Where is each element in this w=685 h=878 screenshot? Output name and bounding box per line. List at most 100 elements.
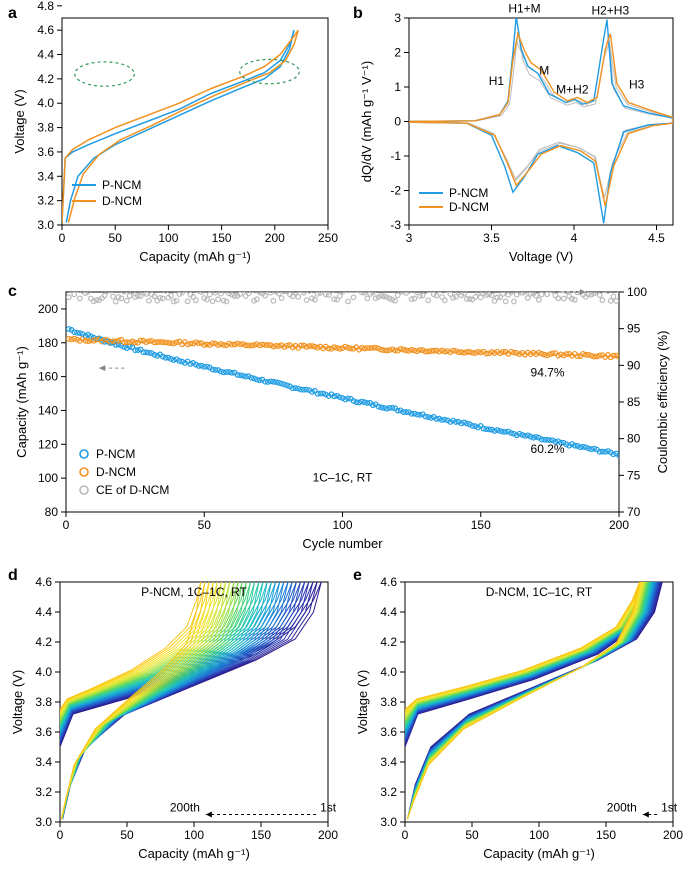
svg-text:200: 200	[318, 828, 338, 842]
svg-text:D-NCM: D-NCM	[96, 465, 136, 479]
svg-text:180: 180	[38, 336, 58, 350]
svg-text:3.2: 3.2	[380, 785, 397, 799]
svg-text:-1: -1	[390, 149, 401, 163]
svg-text:100: 100	[627, 285, 647, 299]
svg-text:3.4: 3.4	[35, 755, 52, 769]
svg-text:c: c	[8, 283, 17, 300]
svg-text:200th: 200th	[607, 801, 637, 815]
svg-text:100: 100	[184, 828, 204, 842]
svg-text:4.4: 4.4	[35, 605, 52, 619]
panel-b: b33.544.5-3-2-10123Voltage (V)dQ/dV (mAh…	[345, 0, 685, 275]
svg-text:3.0: 3.0	[37, 218, 54, 232]
svg-text:4.2: 4.2	[380, 635, 397, 649]
svg-text:4.0: 4.0	[37, 96, 54, 110]
svg-text:100: 100	[158, 231, 178, 245]
svg-text:90: 90	[627, 358, 641, 372]
svg-text:150: 150	[471, 518, 491, 532]
svg-text:0: 0	[63, 518, 70, 532]
panel-a: a0501001502002503.03.23.43.63.84.04.24.4…	[0, 0, 340, 275]
svg-text:0: 0	[394, 115, 401, 129]
svg-text:50: 50	[465, 828, 479, 842]
svg-text:2: 2	[394, 46, 401, 60]
panel-c: c050100150200801001201401601802007075808…	[0, 278, 685, 558]
panel-d: d0501001502003.03.23.43.63.84.04.24.44.6…	[0, 562, 340, 872]
svg-text:Capacity (mAh g⁻¹): Capacity (mAh g⁻¹)	[483, 846, 595, 861]
svg-text:Cycle number: Cycle number	[302, 536, 383, 551]
svg-text:Voltage (V): Voltage (V)	[12, 89, 27, 153]
svg-text:d: d	[8, 567, 18, 584]
svg-text:0: 0	[402, 828, 409, 842]
svg-text:70: 70	[627, 505, 641, 519]
svg-text:P-NCM, 1C–1C, RT: P-NCM, 1C–1C, RT	[141, 585, 247, 599]
svg-text:3.4: 3.4	[380, 755, 397, 769]
svg-text:3.6: 3.6	[380, 725, 397, 739]
svg-text:3.6: 3.6	[35, 725, 52, 739]
svg-text:dQ/dV (mAh g⁻¹ V⁻¹): dQ/dV (mAh g⁻¹ V⁻¹)	[359, 61, 374, 182]
svg-text:H1+M: H1+M	[508, 2, 540, 16]
svg-text:3.0: 3.0	[380, 815, 397, 829]
svg-text:0: 0	[59, 231, 66, 245]
svg-text:1: 1	[394, 80, 401, 94]
svg-text:3: 3	[406, 231, 413, 245]
svg-text:4.4: 4.4	[37, 48, 54, 62]
svg-text:Capacity (mAh g⁻¹): Capacity (mAh g⁻¹)	[14, 346, 29, 458]
svg-text:100: 100	[529, 828, 549, 842]
svg-text:b: b	[353, 5, 363, 22]
svg-text:150: 150	[251, 828, 271, 842]
svg-text:4.0: 4.0	[380, 665, 397, 679]
svg-text:CE of D-NCM: CE of D-NCM	[96, 483, 169, 497]
figure-root: a0501001502002503.03.23.43.63.84.04.24.4…	[0, 0, 685, 878]
svg-text:4.2: 4.2	[37, 72, 54, 86]
svg-text:P-NCM: P-NCM	[449, 186, 488, 200]
svg-text:-2: -2	[390, 184, 401, 198]
svg-text:D-NCM: D-NCM	[449, 200, 489, 214]
svg-text:Voltage (V): Voltage (V)	[509, 249, 573, 264]
svg-text:100: 100	[332, 518, 352, 532]
svg-text:Voltage (V): Voltage (V)	[355, 670, 370, 734]
svg-text:4.0: 4.0	[35, 665, 52, 679]
svg-text:-3: -3	[390, 218, 401, 232]
svg-text:D-NCM, 1C–1C, RT: D-NCM, 1C–1C, RT	[486, 585, 593, 599]
svg-text:3.2: 3.2	[35, 785, 52, 799]
svg-text:M: M	[539, 64, 549, 78]
svg-text:Coulombic efficiency (%): Coulombic efficiency (%)	[655, 331, 670, 474]
svg-text:3: 3	[394, 11, 401, 25]
svg-text:4: 4	[571, 231, 578, 245]
svg-text:3.8: 3.8	[380, 695, 397, 709]
svg-text:3.8: 3.8	[35, 695, 52, 709]
svg-text:50: 50	[120, 828, 134, 842]
svg-text:M+H2: M+H2	[556, 83, 589, 97]
svg-text:150: 150	[596, 828, 616, 842]
svg-text:200th: 200th	[170, 801, 200, 815]
svg-text:80: 80	[627, 432, 641, 446]
svg-text:a: a	[8, 5, 17, 22]
svg-text:140: 140	[38, 403, 58, 417]
svg-text:200: 200	[663, 828, 683, 842]
svg-text:150: 150	[212, 231, 232, 245]
svg-text:3.0: 3.0	[35, 815, 52, 829]
svg-text:4.6: 4.6	[35, 575, 52, 589]
svg-text:4.4: 4.4	[380, 605, 397, 619]
svg-text:e: e	[353, 567, 362, 584]
svg-text:160: 160	[38, 370, 58, 384]
svg-text:50: 50	[198, 518, 212, 532]
svg-text:Capacity (mAh g⁻¹): Capacity (mAh g⁻¹)	[138, 846, 250, 861]
svg-text:3.6: 3.6	[37, 145, 54, 159]
svg-text:200: 200	[609, 518, 629, 532]
svg-text:250: 250	[318, 231, 338, 245]
svg-text:H2+H3: H2+H3	[591, 3, 629, 17]
svg-text:200: 200	[38, 302, 58, 316]
svg-text:120: 120	[38, 437, 58, 451]
svg-text:60.2%: 60.2%	[531, 442, 565, 456]
svg-text:H3: H3	[629, 77, 645, 91]
svg-text:Voltage (V): Voltage (V)	[10, 670, 25, 734]
svg-text:3.8: 3.8	[37, 121, 54, 135]
svg-text:0: 0	[57, 828, 64, 842]
svg-text:3.2: 3.2	[37, 194, 54, 208]
svg-text:100: 100	[38, 471, 58, 485]
svg-text:P-NCM: P-NCM	[96, 447, 135, 461]
svg-text:3.5: 3.5	[483, 231, 500, 245]
svg-text:1st: 1st	[661, 801, 678, 815]
svg-text:50: 50	[109, 231, 123, 245]
svg-text:80: 80	[45, 505, 59, 519]
